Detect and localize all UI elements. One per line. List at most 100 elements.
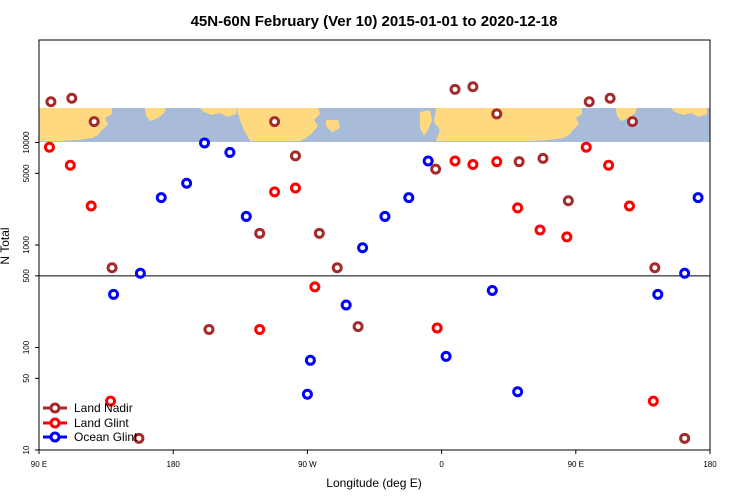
- landmass-british-isles: [420, 110, 432, 136]
- data-point-land-glint: [580, 141, 592, 153]
- data-point-land-nadir: [254, 227, 266, 239]
- data-point-ocean-glint: [512, 386, 524, 398]
- landmass-kamchatka: [145, 108, 166, 121]
- data-point-land-glint: [254, 323, 266, 335]
- data-point-land-nadir: [430, 163, 442, 175]
- data-point-land-nadir: [352, 321, 364, 333]
- y-tick-label: 1000: [22, 236, 31, 254]
- data-point-land-nadir: [313, 227, 325, 239]
- landmass-kamchatka-east: [616, 108, 637, 121]
- x-tick-label: 90 W: [298, 460, 317, 469]
- data-point-land-nadir: [491, 108, 503, 120]
- data-point-land-glint: [491, 156, 503, 168]
- data-point-land-nadir: [106, 262, 118, 274]
- x-tick-label: 90 E: [31, 460, 47, 469]
- data-point-land-glint: [561, 231, 573, 243]
- x-tick-label: 90 E: [568, 460, 584, 469]
- data-point-land-nadir: [269, 116, 281, 128]
- data-point-land-glint: [43, 141, 55, 153]
- data-point-land-nadir: [537, 152, 549, 164]
- data-point-ocean-glint: [379, 210, 391, 222]
- legend-swatch-marker: [49, 431, 61, 443]
- data-point-land-glint: [449, 155, 461, 167]
- data-point-ocean-glint: [357, 242, 369, 254]
- x-axis-label: Longitude (deg E): [326, 476, 421, 490]
- data-point-ocean-glint: [486, 284, 498, 296]
- y-tick-label: 500: [22, 269, 31, 283]
- map-band: [39, 108, 710, 142]
- data-point-ocean-glint: [422, 155, 434, 167]
- y-axis: 10 50 100 500 1000 5000 10000: [22, 131, 39, 454]
- data-point-land-nadir: [331, 262, 343, 274]
- data-point-ocean-glint: [199, 137, 211, 149]
- data-point-ocean-glint: [679, 267, 691, 279]
- x-tick-label: 180: [167, 460, 181, 469]
- legend-label: Land Nadir: [74, 401, 133, 415]
- data-point-ocean-glint: [134, 267, 146, 279]
- data-point-land-nadir: [626, 116, 638, 128]
- data-point-ocean-glint: [440, 350, 452, 362]
- data-point-ocean-glint: [181, 177, 193, 189]
- ocean-band: [39, 108, 710, 142]
- data-point-land-glint: [105, 395, 117, 407]
- data-point-ocean-glint: [240, 210, 252, 222]
- landmass-alaska: [200, 108, 236, 117]
- data-point-ocean-glint: [304, 354, 316, 366]
- data-point-land-glint: [64, 159, 76, 171]
- data-point-land-nadir: [88, 116, 100, 128]
- legend-label: Land Glint: [74, 416, 129, 430]
- legend-swatch-marker: [49, 417, 61, 429]
- data-point-land-glint: [289, 182, 301, 194]
- data-point-land-glint: [431, 322, 443, 334]
- landmass-newfoundland: [326, 120, 340, 132]
- landmass-alaska-east: [671, 108, 707, 117]
- y-axis-label: N Total: [0, 227, 12, 264]
- data-point-land-nadir: [649, 262, 661, 274]
- y-tick-label: 10000: [22, 131, 31, 154]
- data-points: [43, 81, 704, 444]
- data-point-land-glint: [603, 159, 615, 171]
- data-point-land-nadir: [513, 156, 525, 168]
- data-point-land-nadir: [203, 323, 215, 335]
- data-point-land-nadir: [45, 96, 57, 108]
- legend: Land Nadir Land Glint Ocean Glint: [43, 401, 138, 444]
- data-point-ocean-glint: [224, 146, 236, 158]
- data-point-ocean-glint: [340, 299, 352, 311]
- data-point-land-glint: [85, 200, 97, 212]
- x-tick-label: 180: [703, 460, 717, 469]
- y-tick-label: 5000: [22, 164, 31, 182]
- data-point-land-glint: [534, 224, 546, 236]
- y-tick-label: 10: [22, 445, 31, 454]
- data-point-ocean-glint: [403, 192, 415, 204]
- data-point-ocean-glint: [108, 288, 120, 300]
- y-tick-label: 50: [22, 373, 31, 382]
- data-point-land-nadir: [604, 92, 616, 104]
- data-point-ocean-glint: [155, 192, 167, 204]
- data-point-land-glint: [269, 186, 281, 198]
- data-point-ocean-glint: [301, 388, 313, 400]
- data-point-land-glint: [623, 200, 635, 212]
- x-axis: 90 E 180 90 W 0 90 E 180: [31, 450, 717, 469]
- data-point-ocean-glint: [692, 192, 704, 204]
- landmass-europe-asia: [434, 108, 582, 141]
- x-tick-label: 0: [439, 460, 444, 469]
- data-point-land-nadir: [679, 432, 691, 444]
- data-point-land-glint: [512, 202, 524, 214]
- data-point-land-glint: [647, 395, 659, 407]
- data-point-land-nadir: [66, 92, 78, 104]
- chart-title: 45N-60N February (Ver 10) 2015-01-01 to …: [191, 13, 558, 30]
- data-point-land-nadir: [449, 83, 461, 95]
- data-point-land-nadir: [562, 195, 574, 207]
- data-point-land-nadir: [133, 432, 145, 444]
- y-tick-label: 100: [22, 340, 31, 354]
- data-point-land-glint: [467, 159, 479, 171]
- data-point-land-nadir: [467, 81, 479, 93]
- data-point-land-nadir: [583, 96, 595, 108]
- legend-swatch-marker: [49, 402, 61, 414]
- data-point-land-glint: [309, 281, 321, 293]
- legend-label: Ocean Glint: [74, 430, 138, 444]
- data-point-land-nadir: [289, 150, 301, 162]
- data-point-ocean-glint: [652, 288, 664, 300]
